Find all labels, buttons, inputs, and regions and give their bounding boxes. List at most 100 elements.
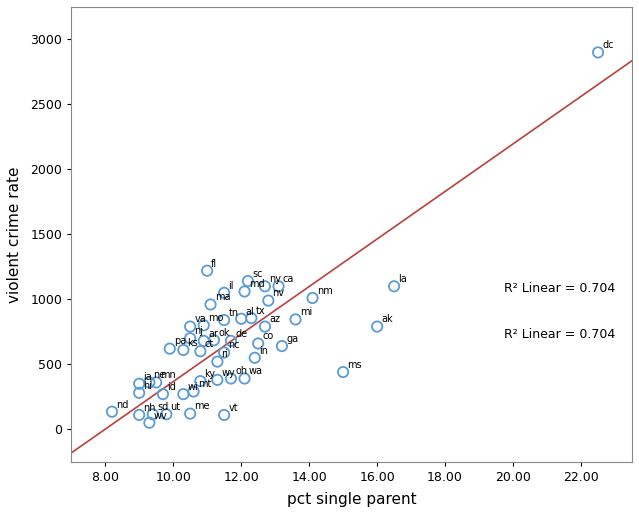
Text: ct: ct bbox=[204, 339, 214, 349]
Point bbox=[151, 378, 161, 387]
Point bbox=[165, 344, 175, 353]
Point bbox=[263, 297, 273, 305]
Point bbox=[253, 339, 263, 347]
Point bbox=[240, 287, 250, 296]
Text: ms: ms bbox=[347, 360, 362, 370]
Point bbox=[219, 411, 229, 419]
Text: va: va bbox=[194, 315, 206, 324]
Point bbox=[226, 374, 236, 382]
Text: ne: ne bbox=[153, 370, 166, 380]
Text: ok: ok bbox=[218, 328, 229, 338]
Text: nv: nv bbox=[272, 288, 284, 299]
Text: sc: sc bbox=[252, 269, 263, 279]
Text: nm: nm bbox=[317, 286, 332, 296]
Point bbox=[277, 342, 287, 350]
Text: de: de bbox=[235, 328, 247, 339]
Text: az: az bbox=[269, 315, 280, 324]
Text: fl: fl bbox=[212, 259, 217, 268]
Text: vt: vt bbox=[228, 403, 238, 413]
Text: ma: ma bbox=[215, 292, 230, 302]
Text: mn: mn bbox=[160, 370, 176, 380]
Point bbox=[148, 410, 158, 418]
Point bbox=[593, 48, 603, 57]
Point bbox=[246, 314, 256, 322]
Point bbox=[250, 354, 260, 362]
Point bbox=[144, 418, 155, 427]
Point bbox=[243, 277, 253, 285]
Text: dc: dc bbox=[602, 40, 613, 50]
Point bbox=[219, 348, 229, 357]
Text: ga: ga bbox=[286, 334, 298, 344]
Text: sd: sd bbox=[157, 402, 168, 412]
Text: wa: wa bbox=[249, 366, 263, 376]
Text: mt: mt bbox=[197, 379, 211, 390]
Point bbox=[226, 337, 236, 345]
Text: nj: nj bbox=[194, 326, 203, 336]
Point bbox=[158, 390, 168, 398]
Text: ut: ut bbox=[171, 402, 181, 412]
Y-axis label: violent crime rate: violent crime rate bbox=[7, 166, 22, 303]
Point bbox=[240, 374, 250, 382]
Text: R² Linear = 0.704: R² Linear = 0.704 bbox=[504, 282, 615, 296]
Point bbox=[134, 389, 144, 397]
Point bbox=[185, 334, 196, 342]
Point bbox=[219, 289, 229, 297]
Point bbox=[178, 390, 189, 398]
Text: R² Linear = 0.704: R² Linear = 0.704 bbox=[504, 328, 615, 341]
Point bbox=[290, 315, 300, 323]
Text: nh: nh bbox=[143, 403, 156, 413]
Point bbox=[372, 322, 382, 331]
Text: ak: ak bbox=[381, 315, 393, 324]
Text: nc: nc bbox=[228, 340, 240, 351]
Text: ca: ca bbox=[282, 274, 294, 284]
Text: nd: nd bbox=[116, 399, 128, 410]
Text: tx: tx bbox=[256, 306, 265, 316]
Text: ks: ks bbox=[187, 338, 198, 348]
Text: hi: hi bbox=[143, 381, 152, 391]
Point bbox=[260, 322, 270, 331]
Point bbox=[196, 347, 206, 355]
Text: ri: ri bbox=[222, 350, 228, 359]
Text: mi: mi bbox=[300, 307, 312, 317]
Point bbox=[196, 377, 206, 386]
Text: wi: wi bbox=[187, 382, 198, 392]
Text: ia: ia bbox=[143, 372, 152, 381]
Text: wv: wv bbox=[153, 411, 167, 420]
Text: tn: tn bbox=[228, 308, 238, 318]
Text: wy: wy bbox=[222, 368, 235, 378]
Point bbox=[219, 316, 229, 324]
Point bbox=[209, 336, 219, 344]
Point bbox=[307, 294, 318, 302]
Point bbox=[185, 322, 196, 331]
Point bbox=[212, 376, 222, 384]
Point bbox=[134, 411, 144, 419]
Point bbox=[161, 410, 171, 418]
Point bbox=[107, 408, 117, 416]
Point bbox=[212, 358, 222, 366]
Point bbox=[178, 346, 189, 354]
Point bbox=[144, 378, 155, 387]
Text: la: la bbox=[398, 274, 407, 284]
Text: al: al bbox=[245, 307, 254, 317]
Text: in: in bbox=[259, 345, 268, 356]
Text: mo: mo bbox=[208, 313, 223, 323]
Text: il: il bbox=[228, 281, 234, 290]
Point bbox=[189, 388, 199, 396]
Point bbox=[185, 410, 196, 418]
Text: co: co bbox=[262, 332, 273, 341]
Point bbox=[338, 368, 348, 376]
Point bbox=[205, 300, 215, 308]
X-axis label: pct single parent: pct single parent bbox=[287, 492, 417, 507]
Text: ky: ky bbox=[204, 369, 215, 379]
Point bbox=[389, 282, 399, 290]
Point bbox=[260, 282, 270, 290]
Point bbox=[134, 380, 144, 388]
Text: md: md bbox=[249, 279, 265, 289]
Text: ar: ar bbox=[208, 328, 218, 339]
Point bbox=[199, 337, 209, 345]
Text: me: me bbox=[194, 401, 210, 411]
Text: pa: pa bbox=[174, 337, 186, 346]
Point bbox=[236, 315, 246, 323]
Text: ny: ny bbox=[269, 274, 281, 284]
Text: oh: oh bbox=[235, 366, 247, 376]
